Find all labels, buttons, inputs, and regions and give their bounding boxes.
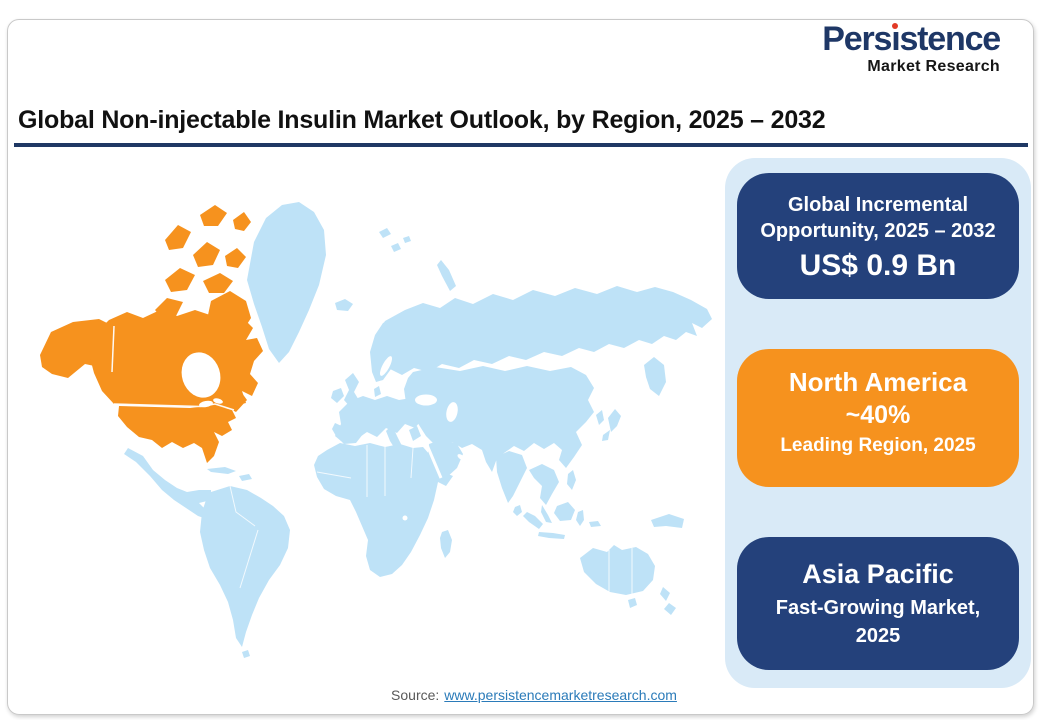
africa bbox=[314, 443, 453, 577]
opportunity-value: US$ 0.9 Bn bbox=[799, 248, 957, 282]
logo-brand-i: ı bbox=[891, 20, 900, 58]
map-water-and-borders bbox=[111, 325, 633, 594]
fast-growing-note-line2: 2025 bbox=[855, 625, 901, 648]
logo-i-dot-icon bbox=[892, 23, 899, 29]
title-underline bbox=[14, 143, 1028, 147]
card-global-incremental-opportunity: Global Incremental Opportunity, 2025 – 2… bbox=[737, 173, 1019, 299]
oceania bbox=[580, 514, 684, 615]
fast-growing-region-name: Asia Pacific bbox=[802, 559, 954, 589]
fast-growing-note: Fast-Growing Market, 2025 bbox=[737, 594, 1019, 650]
leading-region-share: ~40% bbox=[845, 400, 911, 429]
logo: Persı stence Market Research bbox=[822, 20, 1001, 75]
world-map bbox=[40, 202, 712, 658]
logo-subtitle: Market Research bbox=[867, 58, 1000, 75]
region-rest-of-world bbox=[124, 202, 712, 658]
source-label: Source: bbox=[391, 687, 440, 703]
source-line: Source: www.persistencemarketresearch.com bbox=[28, 687, 1040, 703]
asia bbox=[378, 286, 712, 539]
latin-america bbox=[124, 448, 290, 658]
arctic-islands bbox=[155, 205, 251, 338]
page-title: Global Non-injectable Insulin Market Out… bbox=[18, 106, 826, 134]
logo-brand-left: Pers bbox=[822, 20, 892, 58]
opportunity-label-line2: Opportunity, 2025 – 2032 bbox=[760, 220, 996, 243]
card-north-america-leading-region: North America ~40% Leading Region, 2025 bbox=[737, 349, 1019, 487]
highlights-panel: Global Incremental Opportunity, 2025 – 2… bbox=[725, 158, 1031, 688]
card-asia-pacific-fast-growing: Asia Pacific Fast-Growing Market, 2025 bbox=[737, 537, 1019, 670]
logo-brand-text: Persı stence bbox=[822, 20, 1001, 58]
leading-region-name: North America bbox=[788, 367, 968, 397]
logo-brand-right: stence bbox=[899, 20, 1001, 58]
source-link[interactable]: www.persistencemarketresearch.com bbox=[444, 687, 677, 703]
usa bbox=[118, 405, 236, 463]
region-north-america bbox=[40, 205, 263, 463]
leading-region-note: Leading Region, 2025 bbox=[780, 434, 976, 456]
fast-growing-note-line1: Fast-Growing Market, bbox=[775, 597, 981, 620]
greenland bbox=[247, 202, 353, 363]
opportunity-label-line1: Global Incremental bbox=[787, 194, 969, 216]
